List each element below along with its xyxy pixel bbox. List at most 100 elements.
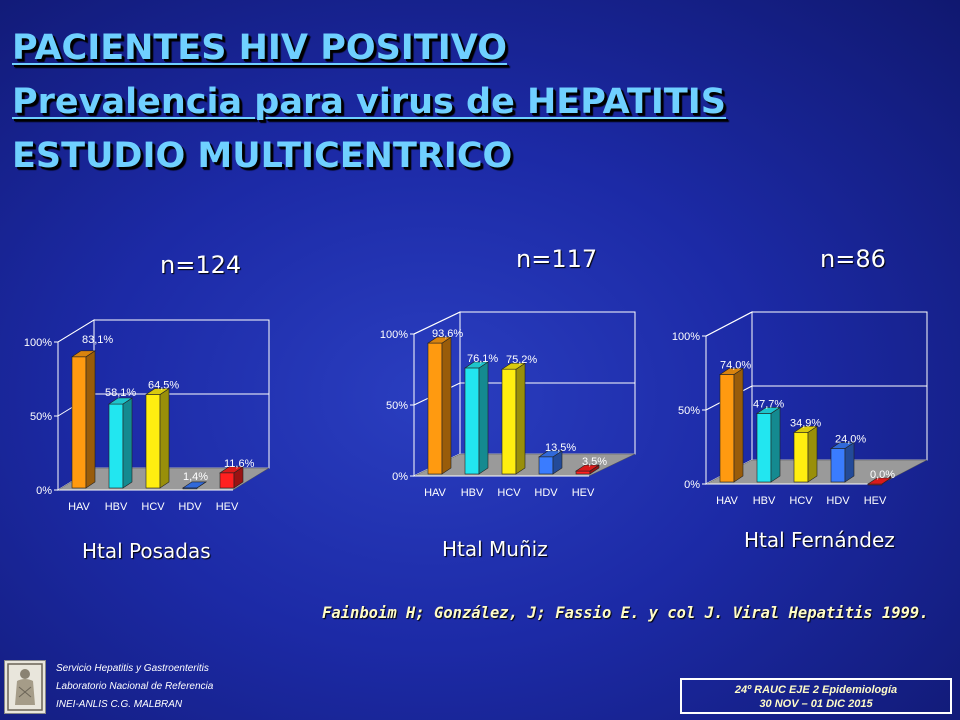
title-line-3: ESTUDIO MULTICENTRICO <box>12 136 513 176</box>
bar-side <box>844 441 855 483</box>
bar-hev <box>575 464 600 475</box>
gridline-side <box>413 311 461 335</box>
bar-front <box>719 374 735 483</box>
chart-1-n-label: n=124 <box>160 251 242 279</box>
data-label: 0,0% <box>870 469 895 481</box>
bar-hev <box>219 466 244 489</box>
data-label: 74,0% <box>720 359 751 371</box>
bar-hev <box>867 475 892 486</box>
y-tick-label: 0% <box>392 471 408 483</box>
y-tick-label: 50% <box>678 405 700 417</box>
bar-hbv <box>108 397 133 489</box>
bar-side <box>807 425 818 483</box>
x-tick-label: HEV <box>216 501 239 513</box>
event-line-2: 30 NOV – 01 DIC 2015 <box>759 698 873 710</box>
x-tick-label: HDV <box>178 501 202 513</box>
institution-block: Servicio Hepatitis y Gastroenteritis Lab… <box>56 660 213 714</box>
bar-hav <box>427 336 452 475</box>
data-label: 11,6% <box>224 458 255 470</box>
x-tick-label: HCV <box>789 495 813 507</box>
x-tick-label: HEV <box>864 495 887 507</box>
data-label: 47,7% <box>753 398 784 410</box>
chart-1-hospital-name: Htal Posadas <box>82 539 211 563</box>
bar-side <box>478 361 489 475</box>
chart-fernandez: 0% 50% 100% HAV 74,0% HBV 47,7% HCV 34,9% HDV 24,0… <box>672 311 928 507</box>
x-tick-label: HBV <box>105 501 128 513</box>
x-tick-label: HCV <box>141 501 165 513</box>
bar-hdv <box>538 450 563 475</box>
chart-3-hospital-name: Htal Fernández <box>744 528 895 552</box>
bar-front <box>108 403 124 489</box>
bar-hcv <box>145 387 170 489</box>
chart-3-n-label: n=86 <box>820 245 886 273</box>
data-label: 75,2% <box>506 354 537 366</box>
bar-top <box>219 466 244 474</box>
data-label: 24,0% <box>835 433 866 445</box>
data-label: 34,9% <box>790 417 821 429</box>
bar-front <box>464 367 480 475</box>
data-label: 3,5% <box>582 456 607 468</box>
data-label: 58,1% <box>105 387 136 399</box>
bar-side <box>85 350 96 489</box>
bar-top <box>756 407 781 414</box>
bar-side <box>770 406 781 483</box>
bar-top <box>182 481 207 489</box>
title-line-1: PACIENTES HIV POSITIVO <box>12 28 507 68</box>
x-tick-label: HDV <box>826 495 850 507</box>
data-label: 64,5% <box>148 380 179 392</box>
bar-top <box>719 368 744 375</box>
bar-side <box>122 397 133 489</box>
gridline-side <box>705 311 753 337</box>
bar-top <box>427 336 452 344</box>
bar-front <box>501 368 517 475</box>
bar-hbv <box>756 406 781 483</box>
bar-front <box>756 413 772 483</box>
bar-front <box>219 472 235 489</box>
event-box: 24º RAUC EJE 2 Epidemiología 30 NOV – 01… <box>680 678 952 714</box>
x-tick-label: HAV <box>68 501 90 513</box>
x-tick-label: HBV <box>753 495 776 507</box>
y-tick-label: 100% <box>380 329 408 341</box>
chart-2-n-label: n=117 <box>516 245 598 273</box>
bar-top <box>867 477 892 485</box>
data-label: 1,4% <box>183 471 208 483</box>
bar-front <box>830 448 846 483</box>
bar-hbv <box>464 361 489 475</box>
institution-logo <box>4 660 46 714</box>
bar-side <box>733 367 744 483</box>
institution-line-2: Laboratorio Nacional de Referencia <box>56 681 214 692</box>
bar-hdv <box>830 441 855 483</box>
y-tick-label: 100% <box>672 331 700 343</box>
y-tick-label: 0% <box>684 479 700 491</box>
bar-top <box>464 361 489 369</box>
bar-top <box>501 362 526 370</box>
y-tick-label: 0% <box>36 485 52 497</box>
data-label: 76,1% <box>467 353 498 365</box>
bar-top <box>575 464 600 472</box>
bar-front <box>575 470 591 475</box>
data-label: 13,5% <box>545 442 576 454</box>
bar-top <box>71 350 96 358</box>
x-tick-label: HCV <box>497 487 521 499</box>
bar-hav <box>71 350 96 489</box>
bar-front <box>427 342 443 475</box>
bar-side <box>159 387 170 489</box>
title-line-2: Prevalencia para virus de HEPATITIS <box>12 82 727 122</box>
extra-data-label: 83,1% <box>82 334 113 346</box>
bar-top <box>145 388 170 395</box>
bar-hdv <box>182 481 207 490</box>
chart-muniz: 0% 50% 100% HAV 93,6% HBV 76,1% HCV 75,2% HDV 13,5… <box>380 311 636 499</box>
institution-line-1: Servicio Hepatitis y Gastroenteritis <box>56 663 209 674</box>
bar-front <box>145 394 161 489</box>
x-tick-label: HAV <box>424 487 446 499</box>
bar-front <box>538 456 554 475</box>
x-tick-label: HDV <box>534 487 558 499</box>
bar-top <box>538 450 563 458</box>
bar-top <box>830 442 855 449</box>
gridline-side <box>57 319 95 343</box>
bar-side <box>515 362 526 475</box>
bar-hcv <box>793 425 818 483</box>
bar-top <box>793 426 818 433</box>
bar-front <box>71 356 87 489</box>
y-tick-label: 100% <box>24 337 52 349</box>
